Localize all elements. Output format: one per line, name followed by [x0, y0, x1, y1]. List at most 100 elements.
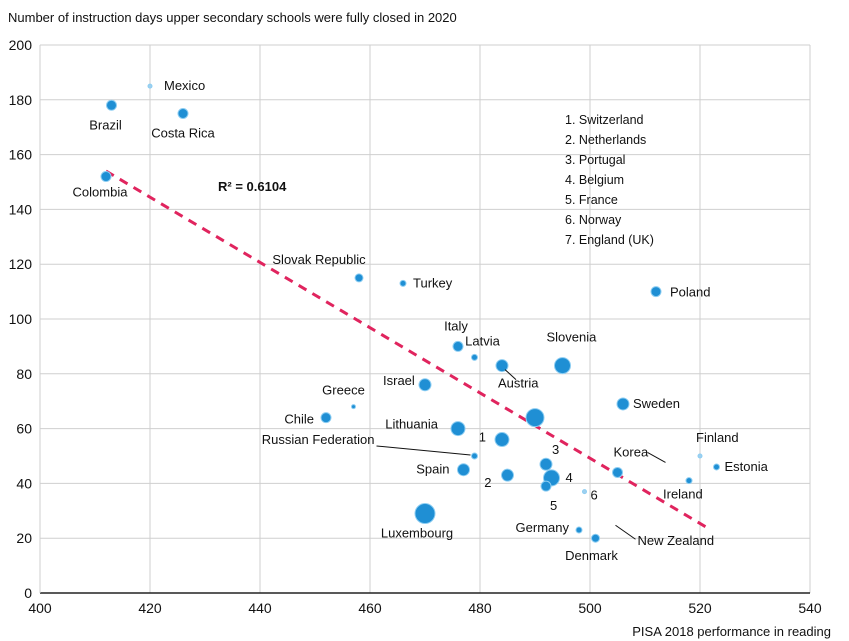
y-tick-label-80: 80	[16, 366, 32, 382]
point-label-1: 1	[479, 430, 486, 445]
point-label-spain: Spain	[416, 462, 449, 477]
point-5	[540, 480, 552, 492]
point-finland	[697, 453, 703, 459]
point-spain	[457, 463, 470, 477]
legend-item-7: 7. England (UK)	[565, 233, 654, 247]
point-label-3: 3	[552, 442, 559, 457]
point-label-italy: Italy	[444, 318, 468, 333]
leader-new-zealand	[615, 524, 636, 540]
points-group	[100, 83, 720, 543]
point-austria	[495, 359, 509, 373]
y-tick-label-60: 60	[16, 421, 32, 437]
point-poland	[650, 286, 662, 298]
point-1	[494, 432, 510, 448]
point-label-sweden: Sweden	[633, 396, 680, 411]
x-tick-label-420: 420	[138, 600, 162, 616]
axes: 0 20 40 60 80 100 120 140 160 180 200 400 420 440 460 4…	[9, 37, 822, 616]
legend-item-3: 3. Portugal	[565, 153, 625, 167]
y-tick-label-180: 180	[9, 92, 33, 108]
point-turkey	[399, 279, 407, 287]
y-tick-label-120: 120	[9, 256, 33, 272]
point-label-estonia: Estonia	[725, 459, 769, 474]
point-label-colombia: Colombia	[73, 185, 129, 200]
trendline-group	[105, 169, 712, 532]
point-label-israel: Israel	[383, 373, 415, 388]
point-slovak-republic	[354, 273, 364, 283]
point-greece	[351, 404, 356, 410]
point-label-new-zealand: New Zealand	[638, 533, 715, 548]
y-tick-label-200: 200	[9, 37, 33, 53]
point-luxembourg	[414, 503, 436, 525]
x-tick-label-400: 400	[28, 600, 52, 616]
x-tick-label-520: 520	[688, 600, 712, 616]
point-label-turkey: Turkey	[413, 275, 453, 290]
leader-russian-federation	[376, 445, 471, 456]
leader-austria	[504, 369, 517, 380]
point-korea	[612, 466, 623, 478]
point-costa-rica	[177, 108, 189, 119]
point-label-6: 6	[591, 488, 598, 503]
legend-item-2: 2. Netherlands	[565, 133, 646, 147]
point-latvia	[471, 353, 478, 361]
point-brazil	[106, 99, 117, 111]
point-6	[582, 489, 587, 495]
point-label-greece: Greece	[322, 383, 365, 398]
x-axis-label: PISA 2018 performance in reading	[632, 624, 831, 639]
point-label-finland: Finland	[696, 430, 739, 445]
point-colombia	[100, 171, 112, 183]
point-label-4: 4	[566, 470, 573, 485]
point-chile	[320, 412, 332, 424]
legend: 1. Switzerland 2. Netherlands 3. Portugal 4…	[565, 113, 654, 247]
point-label-lithuania: Lithuania	[385, 417, 439, 432]
y-tick-label-100: 100	[9, 311, 33, 327]
y-tick-label-20: 20	[16, 530, 32, 546]
point-label-russian-federation: Russian Federation	[262, 432, 375, 447]
point-label-ireland: Ireland	[663, 487, 703, 502]
y-tick-label-40: 40	[16, 475, 32, 491]
point-label-denmark: Denmark	[565, 548, 618, 563]
point-lithuania	[450, 421, 466, 437]
point-label-luxembourg: Luxembourg	[381, 526, 453, 541]
chart-title: Number of instruction days upper seconda…	[8, 10, 457, 25]
x-tick-label-500: 500	[578, 600, 602, 616]
point-label-slovak-republic: Slovak Republic	[272, 252, 366, 267]
leader-korea	[647, 452, 666, 463]
trendline	[105, 169, 712, 532]
point-estonia	[713, 463, 720, 471]
y-tick-label-160: 160	[9, 147, 33, 163]
point-israel	[418, 378, 432, 392]
legend-item-5: 5. France	[565, 193, 618, 207]
point-russian-federation	[471, 452, 478, 460]
point-slovenia	[554, 357, 571, 375]
point-ireland	[685, 477, 693, 485]
point-unlabeled-17	[525, 408, 545, 428]
point-label-korea: Korea	[614, 444, 649, 459]
point-label-5: 5	[550, 498, 557, 513]
point-sweden	[616, 397, 630, 411]
point-label-slovenia: Slovenia	[547, 330, 598, 345]
x-tick-label-460: 460	[358, 600, 382, 616]
legend-item-4: 4. Belgium	[565, 173, 624, 187]
point-label-austria: Austria	[498, 376, 539, 391]
point-label-costa-rica: Costa Rica	[151, 126, 215, 141]
point-label-2: 2	[484, 475, 491, 490]
x-tick-label-440: 440	[248, 600, 272, 616]
point-germany	[575, 526, 583, 534]
point-2	[501, 468, 514, 482]
y-tick-label-0: 0	[24, 585, 32, 601]
point-label-poland: Poland	[670, 285, 710, 300]
point-3	[539, 457, 553, 471]
point-italy	[452, 340, 464, 352]
point-label-chile: Chile	[284, 412, 314, 427]
point-label-mexico: Mexico	[164, 78, 205, 93]
point-label-latvia: Latvia	[465, 333, 500, 348]
point-denmark	[591, 533, 600, 543]
r-squared-label: R² = 0.6104	[218, 179, 287, 194]
x-tick-label-480: 480	[468, 600, 492, 616]
point-labels-group: Mexico Brazil Costa Rica Colombia Slovak Rep…	[73, 78, 769, 563]
legend-item-1: 1. Switzerland	[565, 113, 644, 127]
legend-item-6: 6. Norway	[565, 213, 622, 227]
point-label-brazil: Brazil	[89, 117, 122, 132]
